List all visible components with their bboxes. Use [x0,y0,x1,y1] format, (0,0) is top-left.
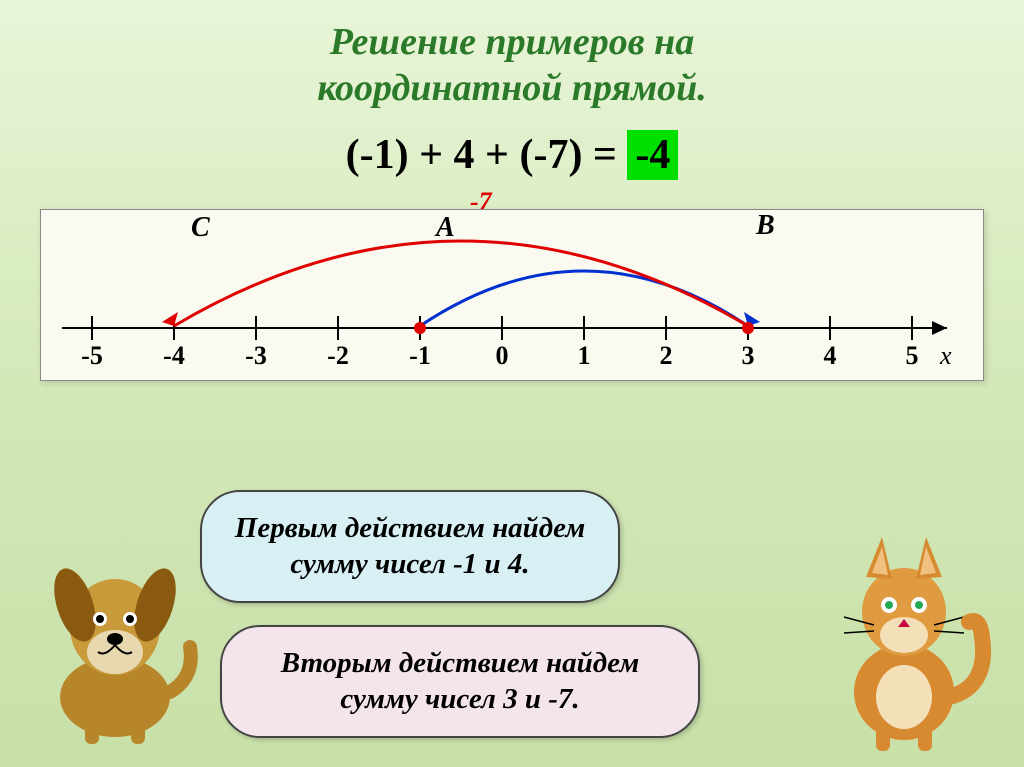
title-line2: координатной прямой. [0,66,1024,112]
speech-bubble-2: Вторым действием найдем сумму чисел 3 и … [220,625,700,738]
equation: (-1) + 4 + (-7) = -4 [0,131,1024,179]
svg-text:-5: -5 [81,341,103,368]
svg-text:-3: -3 [245,341,267,368]
svg-text:4: 4 [824,341,837,368]
svg-text:х: х [939,341,952,368]
point-c-label: C [191,212,210,244]
title-line1: Решение примеров на [0,20,1024,66]
svg-text:-1: -1 [409,341,431,368]
equation-result: -4 [627,130,678,180]
speech-bubble-1: Первым действием найдем сумму чисел -1 и… [200,490,620,603]
cat-illustration [804,517,1014,757]
svg-text:-4: -4 [163,341,185,368]
svg-text:3: 3 [742,341,755,368]
numberline-svg: -5 -4 -3 -2 -1 0 1 2 3 4 5 х [51,218,973,368]
svg-text:0: 0 [496,341,509,368]
dog-illustration [20,527,210,747]
svg-text:1: 1 [578,341,591,368]
point-b-label: B [756,210,775,242]
svg-text:5: 5 [906,341,919,368]
svg-text:-2: -2 [327,341,349,368]
equation-lhs: (-1) + 4 + (-7) = [346,132,628,178]
numberline-panel: C A B -5 -4 -3 -2 -1 0 1 2 3 4 5 х [40,209,984,381]
point-a-label: A [436,212,455,244]
svg-text:2: 2 [660,341,673,368]
